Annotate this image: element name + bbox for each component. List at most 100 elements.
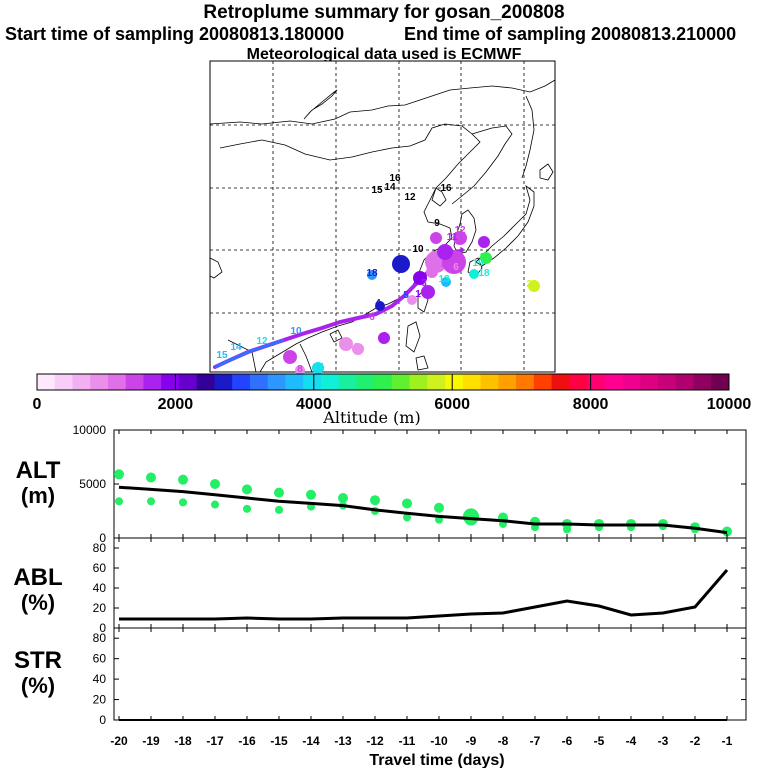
abl-panel: ABL (%) 0 20 40 60 80 bbox=[13, 537, 747, 635]
colorbar-cell bbox=[196, 374, 215, 390]
plume-dot bbox=[426, 266, 438, 278]
plume-dot bbox=[413, 271, 427, 285]
str-name: STR bbox=[14, 647, 62, 674]
str-ticks: 0 20 40 60 80 bbox=[93, 631, 746, 727]
alt-marker bbox=[434, 502, 444, 513]
x-tick-label: -20 bbox=[110, 734, 128, 748]
map-day-label: 6 bbox=[453, 262, 459, 273]
colorbar-cell bbox=[125, 374, 144, 390]
map-day-label: 5 bbox=[403, 290, 409, 301]
x-tick-label: -18 bbox=[174, 734, 192, 748]
plume-dot bbox=[421, 285, 435, 299]
colorbar-cell bbox=[356, 374, 375, 390]
colorbar-cell bbox=[178, 374, 198, 390]
map-day-label: 18 bbox=[479, 252, 491, 263]
plume-dot bbox=[295, 365, 305, 375]
x-tick-label: -3 bbox=[658, 734, 669, 748]
colorbar-cell bbox=[249, 374, 269, 390]
plume-dot bbox=[339, 337, 353, 351]
colorbar-cell bbox=[427, 374, 446, 390]
sampling-times: Start time of sampling 20080813.180000 E… bbox=[0, 24, 768, 44]
colorbar-cell bbox=[320, 374, 340, 390]
map-day-label: 10 bbox=[412, 244, 424, 255]
alt-marker bbox=[243, 504, 251, 513]
map-day-label: 5 bbox=[431, 250, 437, 261]
map-day-label: 11 bbox=[447, 232, 458, 243]
map-day-label: 14 bbox=[384, 182, 396, 193]
colorbar-cell bbox=[445, 374, 464, 390]
map-day-label: 12 bbox=[454, 225, 466, 236]
str-panel: STR (%) 0 20 40 60 80 bbox=[14, 627, 747, 727]
colorbar-cell bbox=[143, 374, 162, 390]
alt-marker bbox=[563, 525, 571, 534]
colorbar-cell bbox=[54, 374, 73, 390]
colorbar: 0 2000 4000 6000 8000 10000 Altitude (m) bbox=[33, 373, 751, 427]
colorbar-cell bbox=[303, 374, 322, 390]
chart-title: Retroplume summary for gosan_200808 bbox=[203, 2, 565, 23]
colorbar-cell bbox=[640, 374, 659, 390]
map-day-label: 12 bbox=[256, 336, 268, 347]
colorbar-cell bbox=[267, 374, 286, 390]
end-time: End time of sampling 20080813.210000 bbox=[404, 24, 737, 44]
plume-dots bbox=[283, 231, 540, 375]
kyushu bbox=[467, 257, 483, 277]
colorbar-tick-label: 4000 bbox=[296, 396, 332, 413]
trajectory-line-low bbox=[214, 338, 285, 369]
colorbar-cell bbox=[462, 374, 482, 390]
colorbar-tick-label: 2000 bbox=[158, 396, 194, 413]
alt-markers bbox=[114, 469, 732, 537]
colorbar-cell bbox=[72, 374, 91, 390]
x-tick-label: -8 bbox=[498, 734, 509, 748]
alt-marker bbox=[274, 487, 284, 498]
map-day-label: 18 bbox=[478, 268, 490, 279]
x-axis-label: Travel time (days) bbox=[369, 752, 504, 768]
colorbar-cell bbox=[90, 374, 109, 390]
alt-tick-label: 5000 bbox=[79, 477, 106, 491]
x-tick-label: -17 bbox=[206, 734, 224, 748]
bohai bbox=[431, 187, 447, 207]
alt-marker bbox=[210, 479, 220, 489]
colorbar-tick-label: 6000 bbox=[434, 396, 470, 413]
border-mongolia bbox=[219, 123, 481, 179]
colorbar-cell bbox=[587, 374, 606, 390]
map-frame bbox=[209, 60, 556, 373]
colorbar-tick-label: 8000 bbox=[573, 396, 609, 413]
x-tick-label: -9 bbox=[466, 734, 477, 748]
alt-marker bbox=[211, 500, 219, 509]
japan bbox=[475, 184, 535, 267]
alt-marker bbox=[275, 505, 283, 514]
plume-dot bbox=[528, 280, 540, 292]
alt-mean-line bbox=[118, 485, 728, 535]
abl-tick-label: 40 bbox=[93, 581, 107, 595]
x-tick-label: -4 bbox=[626, 734, 637, 748]
alt-frame bbox=[113, 429, 747, 539]
colorbar-cell bbox=[498, 374, 517, 390]
alt-marker bbox=[370, 495, 380, 506]
kamchatka-sakhalin bbox=[521, 95, 535, 179]
x-axis-ticks: -20 -19 -18 -17 -16 -15 -14 -13 -12 -11 -10 -9 -8 -7 -… bbox=[110, 430, 733, 748]
abl-name: ABL bbox=[13, 564, 62, 591]
alt-marker bbox=[403, 513, 411, 522]
alt-ticks: 0 5000 10000 bbox=[73, 423, 746, 545]
x-tick-label: -16 bbox=[238, 734, 256, 748]
colorbar-tick-label: 0 bbox=[33, 396, 42, 413]
alt-marker bbox=[114, 469, 124, 480]
map-day-label: 3 bbox=[421, 278, 427, 289]
plume-dot bbox=[378, 332, 390, 344]
plume-dot bbox=[437, 244, 453, 260]
colorbar-cell bbox=[693, 374, 712, 390]
abl-tick-label: 20 bbox=[93, 601, 107, 615]
colorbar-cell bbox=[569, 374, 588, 390]
colorbar-cell bbox=[37, 374, 56, 390]
coastline-north bbox=[209, 79, 556, 125]
plume-dot bbox=[352, 343, 364, 355]
abl-tick-label: 60 bbox=[93, 561, 107, 575]
map-grid bbox=[210, 61, 555, 372]
map-day-label: 19 bbox=[472, 258, 484, 269]
abl-line bbox=[119, 569, 729, 621]
colorbar-cell bbox=[107, 374, 127, 390]
map-day-label: 5 bbox=[341, 337, 347, 348]
